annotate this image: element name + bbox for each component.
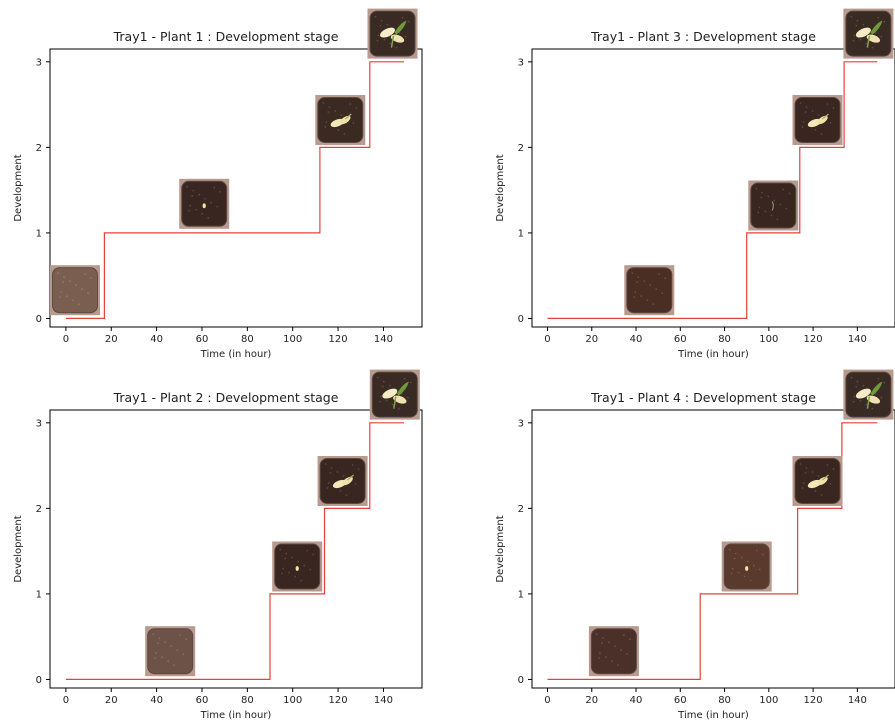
chart-4-stage-0-thumbnail bbox=[588, 626, 639, 677]
chart-1-title: Tray1 - Plant 1 : Development stage bbox=[113, 29, 339, 44]
chart-1-x-tick-label: 120 bbox=[329, 334, 348, 345]
chart-4-stage-3-thumbnail bbox=[843, 369, 894, 420]
chart-1-stage-3-thumbnail bbox=[367, 8, 418, 59]
chart-3-x-tick-label: 120 bbox=[329, 695, 348, 706]
chart-2-x-tick-label: 120 bbox=[804, 334, 823, 345]
chart-3-stage-1-thumbnail bbox=[272, 541, 323, 592]
chart-2-y-tick-label: 3 bbox=[518, 57, 524, 68]
chart-1-y-tick-label: 1 bbox=[36, 228, 42, 239]
chart-1-plot-frame bbox=[49, 48, 423, 328]
chart-2-stage-0-thumbnail bbox=[624, 265, 675, 316]
chart-2-stage-line bbox=[547, 61, 878, 319]
chart-2-x-tick-label: 40 bbox=[630, 334, 643, 345]
chart-3-y-tick-label: 0 bbox=[36, 675, 42, 686]
chart-2-y-tick-label: 0 bbox=[518, 314, 524, 325]
chart-2-x-axis-label: Time (in hour) bbox=[677, 349, 749, 360]
chart-4-plot-frame bbox=[531, 409, 895, 689]
chart-3-stage-2-thumbnail bbox=[317, 456, 368, 506]
chart-2-stage-2-thumbnail bbox=[792, 95, 843, 145]
chart-4-x-tick-label: 100 bbox=[759, 695, 778, 706]
chart-2-y-tick-label: 1 bbox=[518, 228, 524, 239]
chart-4-x-axis-label: Time (in hour) bbox=[677, 710, 749, 721]
chart-3-x-axis-label: Time (in hour) bbox=[200, 710, 272, 721]
chart-4-stage-1-thumbnail bbox=[721, 541, 772, 592]
chart-4-y-tick-label: 1 bbox=[518, 589, 524, 600]
chart-4-title: Tray1 - Plant 4 : Development stage bbox=[590, 390, 816, 405]
chart-4-y-axis-label: Development bbox=[495, 515, 506, 582]
chart-3-x-tick-label: 0 bbox=[63, 695, 69, 706]
chart-3-x-tick-label: 100 bbox=[283, 695, 302, 706]
chart-3-x-tick-label: 40 bbox=[150, 695, 163, 706]
chart-1-stage-1-thumbnail bbox=[179, 178, 230, 229]
chart-3-y-tick-label: 3 bbox=[36, 418, 42, 429]
chart-1-y-tick-label: 0 bbox=[36, 314, 42, 325]
chart-2-x-tick-label: 0 bbox=[544, 334, 550, 345]
chart-4-x-tick-label: 140 bbox=[848, 695, 867, 706]
chart-2-x-tick-label: 80 bbox=[718, 334, 731, 345]
chart-3-x-tick-label: 20 bbox=[105, 695, 118, 706]
chart-1-y-tick-label: 3 bbox=[36, 57, 42, 68]
chart-2-x-tick-label: 140 bbox=[848, 334, 867, 345]
chart-2-x-tick-label: 100 bbox=[759, 334, 778, 345]
chart-1-y-axis-label: Development bbox=[13, 154, 24, 221]
chart-1-x-tick-label: 40 bbox=[150, 334, 163, 345]
chart-2-x-tick-label: 60 bbox=[674, 334, 687, 345]
chart-2-title: Tray1 - Plant 3 : Development stage bbox=[590, 29, 816, 44]
chart-3-y-tick-label: 2 bbox=[36, 504, 42, 515]
chart-4-x-tick-label: 60 bbox=[674, 695, 687, 706]
chart-4-y-tick-label: 3 bbox=[518, 418, 524, 429]
chart-1-stage-0-thumbnail bbox=[50, 265, 100, 316]
chart-1-x-axis-label: Time (in hour) bbox=[200, 349, 272, 360]
chart-4-stage-2-thumbnail bbox=[792, 456, 843, 506]
chart-3-plot-frame bbox=[49, 409, 423, 689]
chart-3-y-axis-label: Development bbox=[13, 515, 24, 582]
chart-4-x-tick-label: 80 bbox=[718, 695, 731, 706]
chart-1-x-tick-label: 60 bbox=[196, 334, 209, 345]
chart-2-x-tick-label: 20 bbox=[585, 334, 598, 345]
chart-2-stage-1-thumbnail bbox=[748, 180, 799, 231]
chart-1-y-tick-label: 2 bbox=[36, 143, 42, 154]
chart-3-y-tick-label: 1 bbox=[36, 589, 42, 600]
chart-3-stage-3-thumbnail bbox=[369, 369, 420, 420]
chart-3-stage-0-thumbnail bbox=[145, 626, 196, 677]
chart-2-stage-3-thumbnail bbox=[843, 8, 894, 59]
chart-3-stage-line bbox=[65, 422, 404, 680]
chart-3-x-tick-label: 140 bbox=[374, 695, 393, 706]
chart-4-x-tick-label: 40 bbox=[630, 695, 643, 706]
chart-3-x-tick-label: 60 bbox=[196, 695, 209, 706]
chart-1-stage-line bbox=[65, 61, 404, 319]
chart-1-stage-2-thumbnail bbox=[315, 95, 366, 145]
chart-4-stage-line bbox=[547, 422, 878, 680]
chart-1-x-tick-label: 80 bbox=[241, 334, 254, 345]
chart-4-x-tick-label: 0 bbox=[544, 695, 550, 706]
chart-2-y-axis-label: Development bbox=[495, 154, 506, 221]
chart-4-y-tick-label: 0 bbox=[518, 675, 524, 686]
chart-3-x-tick-label: 80 bbox=[241, 695, 254, 706]
chart-1-x-tick-label: 100 bbox=[283, 334, 302, 345]
chart-1-x-tick-label: 20 bbox=[105, 334, 118, 345]
chart-4-x-tick-label: 120 bbox=[804, 695, 823, 706]
chart-1-x-tick-label: 0 bbox=[63, 334, 69, 345]
chart-2-plot-frame bbox=[531, 48, 895, 328]
chart-3-title: Tray1 - Plant 2 : Development stage bbox=[113, 390, 339, 405]
chart-4-y-tick-label: 2 bbox=[518, 504, 524, 515]
chart-2-y-tick-label: 2 bbox=[518, 143, 524, 154]
chart-4-x-tick-label: 20 bbox=[585, 695, 598, 706]
chart-1-x-tick-label: 140 bbox=[374, 334, 393, 345]
